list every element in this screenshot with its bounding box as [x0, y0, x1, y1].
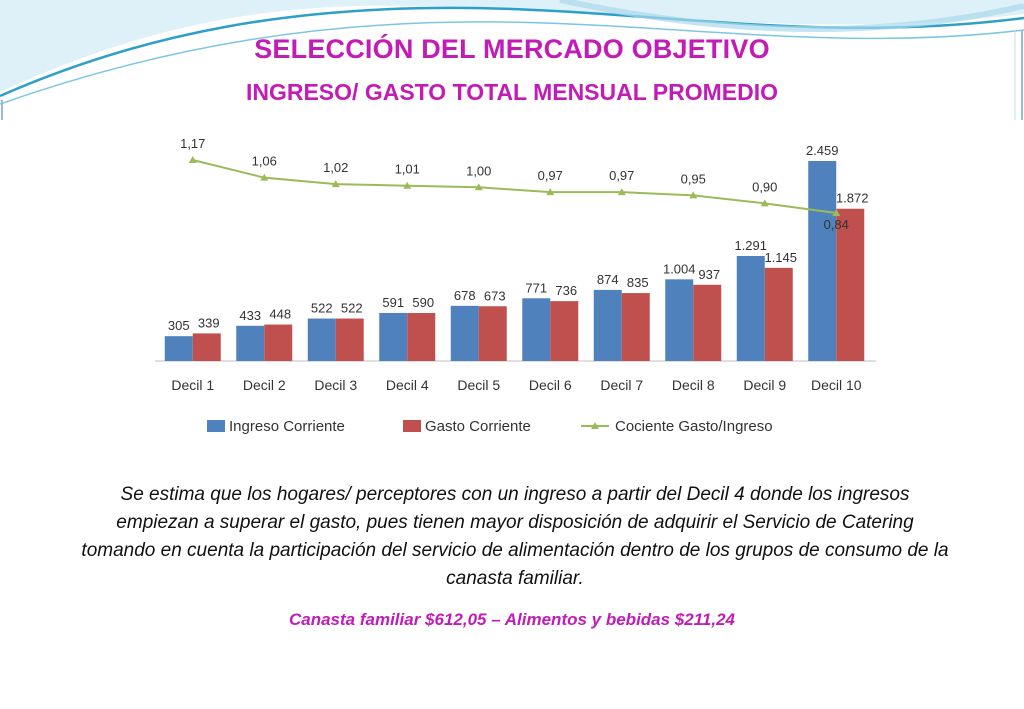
bar-ingreso-9 [736, 255, 765, 361]
label-ingreso-3: 522 [311, 301, 333, 316]
label-ingreso-5: 678 [454, 288, 476, 303]
bar-gasto-5 [478, 306, 507, 361]
ratio-point-4 [403, 181, 412, 189]
label-ingreso-9: 1.291 [734, 238, 767, 253]
legend-swatch-gasto [403, 420, 421, 432]
label-gasto-2: 448 [269, 307, 291, 322]
bar-ingreso-7 [593, 289, 622, 361]
x-tick-label-3: Decil 3 [314, 377, 357, 393]
ratio-label-3: 1,02 [323, 160, 348, 175]
label-ingreso-10: 2.459 [806, 143, 839, 158]
ratio-label-10: 0,84 [824, 217, 849, 232]
ratio-point-7 [617, 188, 626, 196]
x-tick-label-5: Decil 5 [457, 377, 500, 393]
legend-marker-cociente [591, 422, 599, 429]
bar-gasto-4 [407, 313, 436, 361]
bar-ingreso-4 [379, 312, 408, 361]
x-tick-label-4: Decil 4 [386, 377, 429, 393]
bar-ingreso-3 [307, 318, 336, 361]
bar-gasto-9 [764, 267, 793, 361]
label-gasto-1: 339 [198, 315, 220, 330]
ratio-point-6 [546, 188, 555, 196]
ratio-line [192, 159, 837, 214]
ratio-label-9: 0,90 [752, 179, 777, 194]
label-gasto-9: 1.145 [764, 250, 797, 265]
bar-ingreso-5 [450, 305, 479, 361]
ratio-point-10 [832, 209, 841, 216]
x-tick-label-1: Decil 1 [171, 377, 214, 393]
ratio-point-2 [260, 173, 269, 181]
highlight-text: Canasta familiar $612,05 – Alimentos y b… [288, 610, 735, 629]
x-tick-label-9: Decil 9 [743, 377, 786, 393]
bar-gasto-3 [335, 318, 364, 361]
x-tick-label-10: Decil 10 [811, 377, 862, 393]
ratio-label-5: 1,00 [466, 163, 491, 178]
bar-gasto-2 [264, 324, 293, 361]
label-ingreso-2: 433 [239, 308, 261, 323]
bar-gasto-7 [621, 293, 650, 361]
bar-ingreso-10 [808, 161, 837, 361]
legend-label-gasto: Gasto Corriente [425, 418, 531, 435]
bar-gasto-1 [192, 333, 221, 361]
legend-swatch-ingreso [207, 420, 225, 432]
label-gasto-7: 835 [627, 275, 649, 290]
x-tick-label-6: Decil 6 [529, 377, 572, 393]
ratio-label-6: 0,97 [538, 168, 563, 183]
ratio-label-8: 0,95 [681, 171, 706, 186]
label-gasto-6: 736 [555, 283, 577, 298]
label-gasto-8: 937 [698, 267, 720, 282]
label-ingreso-4: 591 [382, 295, 404, 310]
bar-ingreso-8 [665, 279, 694, 361]
label-ingreso-7: 874 [597, 272, 619, 287]
slide-header-decoration [0, 0, 1024, 120]
label-gasto-10: 1.872 [836, 191, 869, 206]
ratio-point-1 [188, 156, 197, 163]
label-ingreso-6: 771 [525, 280, 547, 295]
x-tick-label-7: Decil 7 [600, 377, 643, 393]
x-tick-label-2: Decil 2 [243, 377, 286, 393]
legend-label-cociente: Cociente Gasto/Ingreso [615, 418, 773, 435]
ratio-point-8 [689, 191, 698, 199]
bar-gasto-8 [693, 284, 722, 361]
label-gasto-3: 522 [341, 301, 363, 316]
slide-title: SELECCIÓN DEL MERCADO OBJETIVO [254, 34, 770, 64]
slide-subtitle: INGRESO/ GASTO TOTAL MENSUAL PROMEDIO [245, 79, 779, 105]
label-gasto-5: 673 [484, 288, 506, 303]
bar-line-chart: 305 339 Decil 1 433 448 Decil 2 522 522 Decil 3 5… [155, 136, 876, 435]
bar-ingreso-1 [164, 336, 193, 361]
ratio-point-9 [760, 199, 769, 207]
bar-gasto-6 [550, 301, 579, 361]
ratio-label-2: 1,06 [252, 154, 277, 169]
x-tick-label-8: Decil 8 [672, 377, 715, 393]
ratio-label-4: 1,01 [395, 162, 420, 177]
slide-caption: Se estima que los hogares/ perceptores c… [81, 484, 949, 589]
ratio-label-1: 1,17 [180, 136, 205, 151]
bar-ingreso-2 [236, 325, 265, 361]
ratio-point-3 [331, 180, 340, 188]
label-ingreso-1: 305 [168, 318, 190, 333]
ratio-label-7: 0,97 [609, 168, 634, 183]
chart-container: 305 339 Decil 1 433 448 Decil 2 522 522 Decil 3 5… [143, 113, 885, 458]
legend-label-ingreso: Ingreso Corriente [229, 418, 345, 435]
ratio-point-5 [474, 183, 483, 191]
label-gasto-4: 590 [412, 295, 434, 310]
bar-gasto-10 [836, 208, 865, 361]
bar-ingreso-6 [522, 298, 551, 361]
label-ingreso-8: 1.004 [663, 261, 696, 276]
